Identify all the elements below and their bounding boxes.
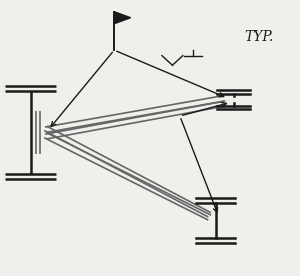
- Text: TYP.: TYP.: [244, 30, 273, 44]
- Polygon shape: [114, 12, 130, 24]
